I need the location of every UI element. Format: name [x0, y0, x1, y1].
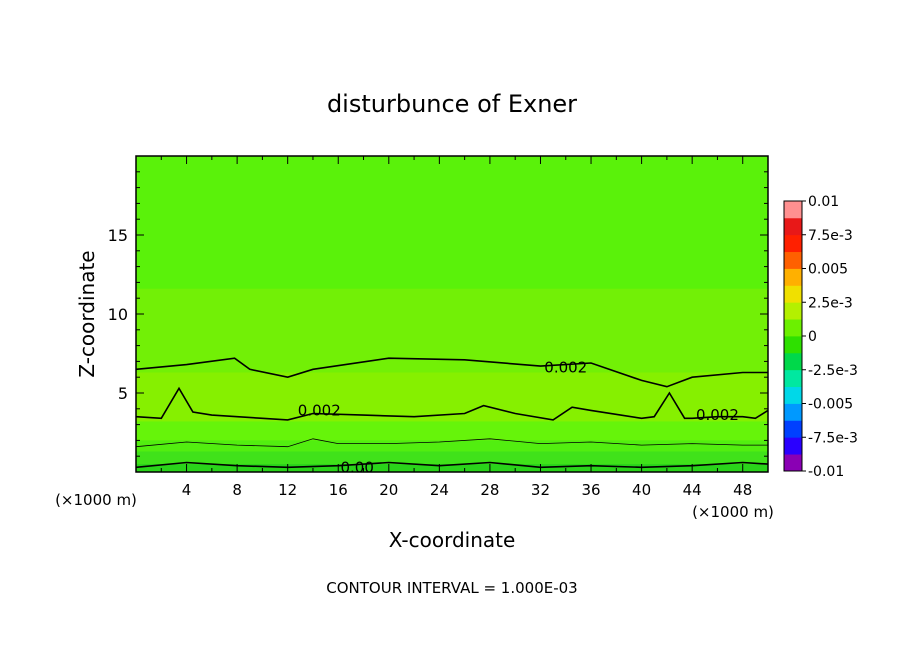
contour-line-lower-thin — [136, 438, 768, 448]
x-unit-right: (×1000 m) — [692, 503, 774, 521]
x-unit-left: (×1000 m) — [55, 491, 137, 509]
x-tick-label: 48 — [733, 481, 752, 499]
colorbar-swatch — [784, 454, 802, 472]
x-tick-label: 12 — [278, 481, 297, 499]
contour-line-middle — [136, 386, 768, 421]
x-tick-label: 16 — [329, 481, 348, 499]
x-tick-label: 44 — [683, 481, 702, 499]
contour-interval-footer: CONTOUR INTERVAL = 1.000E-03 — [326, 579, 577, 597]
colorbar-swatch — [784, 369, 802, 388]
field-fill — [136, 156, 768, 472]
x-tick-label: 4 — [182, 481, 192, 499]
x-tick-label: 32 — [531, 481, 550, 499]
x-tick-label: 20 — [379, 481, 398, 499]
colorbar-swatch — [784, 302, 802, 320]
colorbar-swatch — [784, 336, 802, 354]
colorbar-label: 0 — [808, 329, 817, 345]
contour-labels: 0.002 0.002 0.002 0.00 — [298, 359, 739, 477]
chart-title: disturbunce of Exner — [327, 90, 577, 118]
colorbar: 0.01 7.5e-3 0.005 2.5e-3 0 -2.5e-3 -0.005 -7.5e… — [783, 194, 858, 480]
y-tick-label: 15 — [108, 226, 128, 245]
colorbar-swatch — [784, 403, 802, 421]
colorbar-label: -2.5e-3 — [808, 363, 858, 379]
colorbar-swatch — [784, 437, 802, 455]
y-tick-label: 10 — [108, 305, 128, 324]
contour-label: 0.00 — [340, 458, 373, 476]
x-tick-label: 40 — [632, 481, 651, 499]
colorbar-swatch — [784, 251, 802, 269]
contour-label: 0.002 — [298, 401, 341, 419]
y-axis-label: Z-coordinate — [75, 250, 99, 377]
colorbar-swatch — [784, 201, 802, 219]
contour-line-upper — [136, 357, 768, 388]
colorbar-swatch — [784, 386, 802, 404]
x-tick-label: 8 — [232, 481, 242, 499]
colorbar-label: 0.01 — [808, 194, 839, 210]
colorbar-label: -0.01 — [808, 464, 844, 480]
y-tick-label: 5 — [118, 384, 128, 403]
contour-label: 0.002 — [696, 406, 739, 424]
colorbar-label: 0.005 — [808, 262, 848, 278]
colorbar-swatch — [784, 268, 802, 286]
colorbar-label: -7.5e-3 — [808, 430, 858, 446]
field-band — [136, 464, 768, 472]
colorbar-label: 2.5e-3 — [808, 295, 853, 311]
x-tick-label: 36 — [581, 481, 600, 499]
contour-label: 0.002 — [544, 359, 587, 377]
x-tick-label: 24 — [430, 481, 449, 499]
x-axis-label: X-coordinate — [389, 528, 516, 552]
colorbar-swatch — [784, 234, 802, 253]
colorbar-swatch — [784, 352, 802, 371]
colorbar-swatch — [784, 285, 802, 303]
colorbar-swatch — [784, 319, 802, 337]
x-tick-label: 28 — [480, 481, 499, 499]
colorbar-swatch — [784, 420, 802, 438]
contour-lines — [136, 357, 768, 469]
colorbar-label: 7.5e-3 — [808, 228, 853, 244]
contour-line-bottom — [136, 461, 768, 469]
colorbar-swatch — [784, 217, 802, 236]
colorbar-label: -0.005 — [808, 397, 853, 413]
